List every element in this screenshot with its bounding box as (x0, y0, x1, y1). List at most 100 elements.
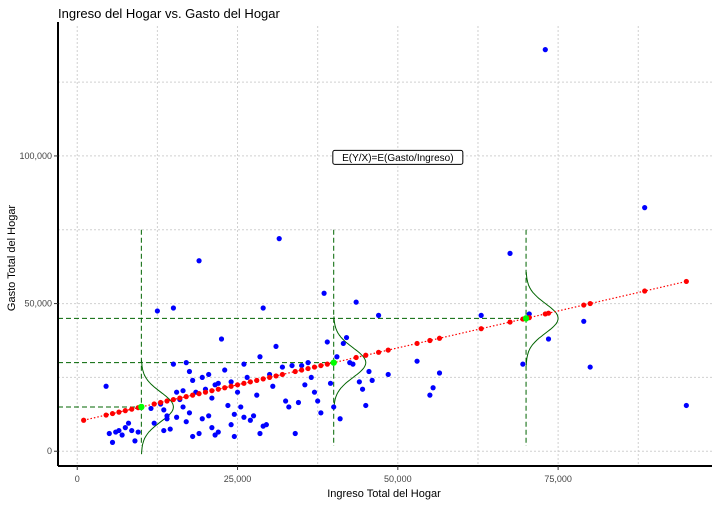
fitted-point (202, 389, 209, 395)
observed-point (109, 439, 116, 445)
observed-point (520, 361, 526, 367)
observed-point (206, 371, 212, 378)
chart-title: Ingreso del Hogar vs. Gasto del Hogar (58, 6, 281, 21)
observed-point (209, 425, 215, 431)
fitted-point (109, 410, 116, 417)
conditional-mean-point (522, 315, 530, 322)
fitted-point (157, 399, 164, 406)
fitted-point (215, 386, 221, 392)
observed-point (683, 402, 689, 409)
x-axis-label: Ingreso Total del Hogar (327, 488, 441, 500)
fitted-point (478, 326, 484, 332)
fitted-point (183, 394, 189, 400)
observed-point (427, 392, 433, 398)
observed-point (250, 413, 257, 419)
observed-point (279, 364, 286, 370)
x-tick-label: 75,000 (544, 474, 572, 484)
fitted-point (222, 385, 228, 391)
observed-point (225, 402, 231, 409)
observed-point (545, 336, 552, 342)
observed-point (174, 414, 180, 420)
observed-point (190, 433, 196, 440)
fitted-point (254, 377, 260, 383)
observed-point (196, 258, 202, 264)
fitted-point (279, 371, 286, 378)
observed-point (343, 334, 350, 341)
annotation-frame (332, 149, 464, 165)
observed-point (151, 420, 157, 426)
fitted-points (81, 278, 689, 423)
fitted-point (507, 319, 513, 325)
observed-point (581, 318, 587, 324)
observed-point (327, 380, 334, 386)
observed-point (254, 392, 260, 398)
observed-point (186, 368, 193, 375)
observed-point (289, 362, 295, 369)
observed-point (231, 433, 237, 440)
x-tick-label: 25,000 (224, 474, 252, 484)
observed-point (286, 404, 292, 410)
fitted-point (436, 335, 443, 341)
observed-point (148, 405, 154, 412)
fitted-point (642, 288, 648, 294)
observed-point (190, 377, 196, 383)
observed-point (308, 374, 314, 381)
fitted-point (318, 362, 324, 369)
fitted-point (196, 391, 202, 397)
density-curve (141, 359, 174, 455)
observed-point (119, 432, 125, 438)
observed-points (103, 47, 689, 445)
observed-point (186, 410, 193, 416)
fitted-point (190, 392, 196, 398)
observed-point (331, 404, 337, 410)
observed-point (337, 416, 343, 422)
observed-point (270, 383, 276, 389)
conditional-mean-point (138, 403, 145, 411)
observed-point (340, 340, 346, 347)
density-curve (525, 272, 559, 366)
observed-point (183, 360, 189, 366)
fitted-point (122, 408, 128, 414)
observed-point (125, 420, 132, 426)
fitted-point (260, 376, 266, 382)
observed-point (164, 413, 170, 419)
fitted-point (581, 302, 587, 308)
observed-point (247, 417, 253, 423)
fitted-point (292, 368, 298, 375)
observed-point (222, 367, 228, 373)
observed-point (283, 398, 289, 404)
observed-point (170, 361, 177, 367)
fitted-point (116, 409, 122, 415)
observed-point (199, 374, 205, 381)
observed-point (154, 308, 160, 314)
y-tick-label: 100,000 (19, 151, 52, 161)
observed-point (174, 389, 180, 395)
observed-point (244, 374, 250, 381)
observed-point (642, 205, 648, 211)
fitted-point (103, 412, 109, 418)
fitted-point (427, 337, 433, 344)
fitted-point (311, 364, 318, 370)
observed-point (218, 336, 225, 342)
observed-point (318, 410, 324, 416)
fitted-point (164, 398, 170, 404)
fitted-point (683, 278, 689, 285)
observed-point (350, 361, 356, 367)
fitted-point (209, 388, 215, 394)
observed-point (587, 364, 593, 370)
x-tick-label: 50,000 (384, 474, 412, 484)
observed-point (260, 305, 266, 311)
fitted-point (273, 373, 279, 379)
observed-point (135, 429, 141, 435)
observed-point (241, 414, 247, 420)
fitted-point (266, 374, 273, 381)
density-curves (141, 272, 559, 455)
observed-point (180, 388, 186, 394)
y-axis-label: Gasto Total del Hogar (6, 205, 18, 312)
observed-point (353, 299, 359, 305)
fitted-point (363, 352, 369, 358)
observed-point (299, 362, 305, 369)
observed-point (170, 305, 177, 311)
observed-point (385, 371, 391, 378)
observed-point (369, 377, 375, 383)
